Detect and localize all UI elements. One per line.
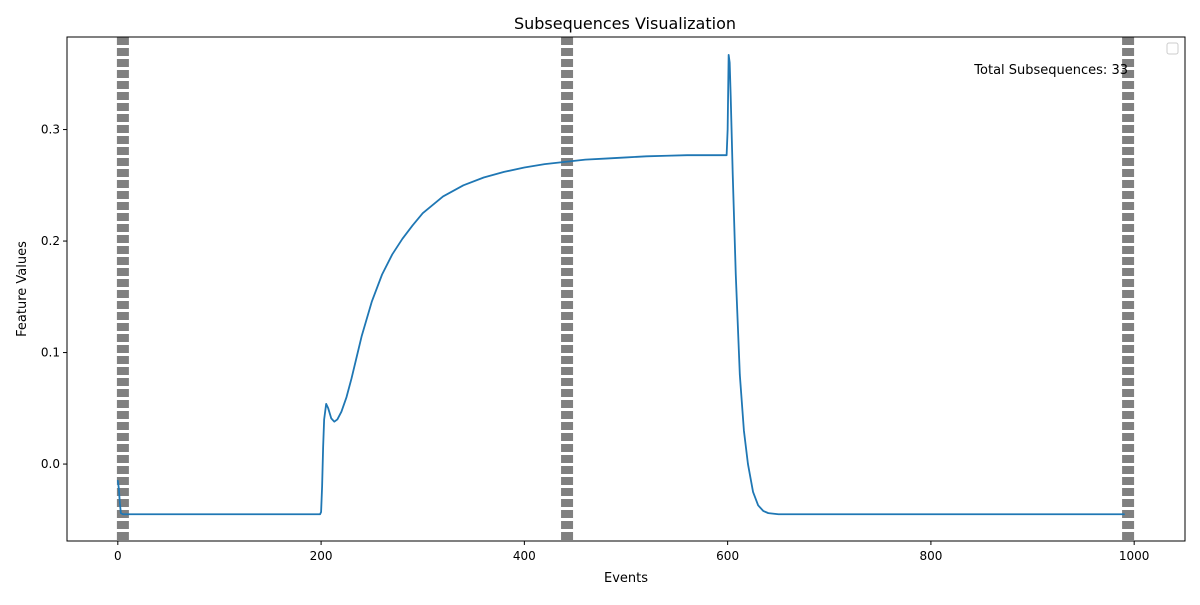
x-axis: 0 200 400 600 800 1000 — [114, 541, 1149, 563]
y-tick-label: 0.2 — [41, 234, 60, 248]
x-tick-label: 400 — [513, 549, 536, 563]
legend-box — [1166, 42, 1179, 55]
chart-title: Subsequences Visualization — [514, 14, 736, 33]
boundary-lines — [116, 37, 1135, 541]
y-axis-label: Feature Values — [15, 241, 30, 337]
annotation-total-subsequences: Total Subsequences: 33 — [973, 63, 1128, 78]
x-tick-label: 0 — [114, 549, 122, 563]
x-tick-label: 600 — [716, 549, 739, 563]
y-tick-label: 0.3 — [41, 123, 60, 137]
x-tick-label: 200 — [310, 549, 333, 563]
series-line-0 — [116, 53, 1125, 516]
x-tick-label: 800 — [919, 549, 942, 563]
plot-frame — [66, 36, 1186, 542]
y-tick-label: 0.1 — [41, 346, 60, 360]
y-axis: 0.0 0.1 0.2 0.3 — [41, 123, 67, 471]
x-axis-label: Events — [604, 571, 648, 586]
y-tick-label: 0.0 — [41, 457, 60, 471]
series-layer — [116, 53, 1125, 516]
x-tick-label: 1000 — [1119, 549, 1150, 563]
